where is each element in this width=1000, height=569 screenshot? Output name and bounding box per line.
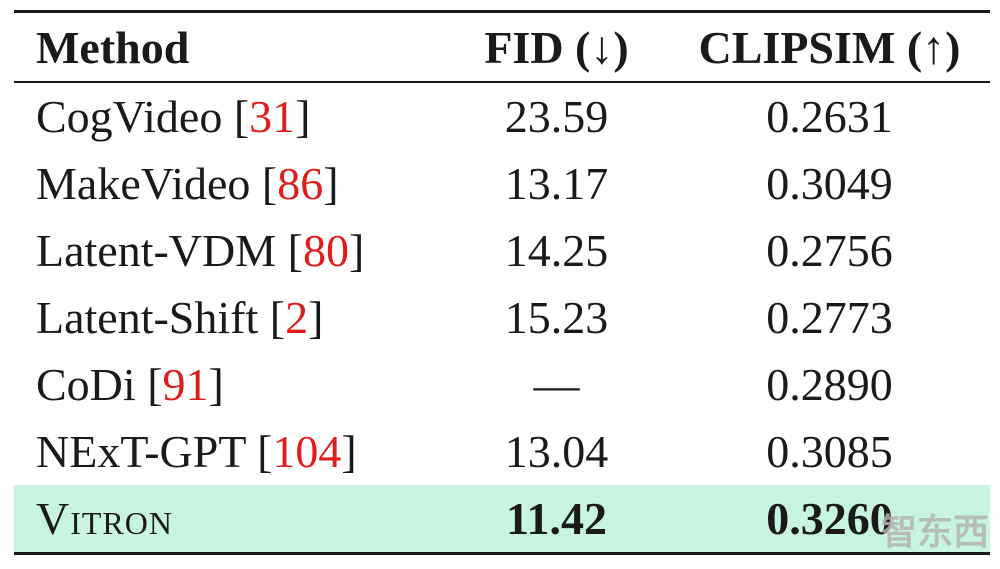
clipsim-value: 0.3049	[766, 158, 893, 209]
method-name: NExT-GPT	[36, 426, 246, 477]
method-cell: Vitron	[14, 485, 444, 554]
header-fid: FID (↓)	[484, 21, 629, 73]
fid-value: 14.25	[504, 225, 609, 276]
clipsim-value: 0.2890	[766, 359, 893, 410]
citation-link[interactable]: 31	[249, 91, 296, 142]
table-row: Latent-Shift [2] 15.23 0.2773	[14, 284, 990, 351]
method-name: Latent-Shift	[36, 292, 259, 343]
header-clipsim: CLIPSIM (↑)	[698, 21, 961, 73]
header-method: Method	[36, 21, 190, 73]
method-cell: CoDi [91]	[36, 359, 224, 410]
fid-value: 15.23	[504, 292, 609, 343]
citation-link[interactable]: 86	[277, 158, 324, 209]
clipsim-value: 0.3260	[669, 485, 990, 554]
method-name: Vitron	[36, 493, 173, 544]
method-cell: Latent-Shift [2]	[36, 292, 324, 343]
table-row: NExT-GPT [104] 13.04 0.3085	[14, 418, 990, 485]
method-name: Latent-VDM	[36, 225, 277, 276]
fid-value: 13.17	[504, 158, 609, 209]
method-cell: MakeVideo [86]	[36, 158, 339, 209]
results-table-container: Method FID (↓) CLIPSIM (↑) CogVideo [31]…	[14, 10, 990, 555]
table-row: CoDi [91] — 0.2890	[14, 351, 990, 418]
fid-value: —	[533, 359, 580, 410]
highlight-row: Vitron 11.42 0.3260	[14, 485, 990, 554]
table-row: MakeVideo [86] 13.17 0.3049	[14, 150, 990, 217]
clipsim-value: 0.2631	[766, 91, 893, 142]
citation-link[interactable]: 104	[272, 426, 342, 477]
fid-value: 13.04	[504, 426, 609, 477]
clipsim-value: 0.2756	[766, 225, 893, 276]
clipsim-value: 0.3085	[766, 426, 893, 477]
clipsim-value: 0.2773	[766, 292, 893, 343]
method-name: CogVideo	[36, 91, 223, 142]
fid-value: 23.59	[504, 91, 609, 142]
watermark-logo: 智东西	[880, 512, 989, 553]
method-cell: Latent-VDM [80]	[36, 225, 365, 276]
citation-link[interactable]: 2	[285, 292, 309, 343]
method-name: MakeVideo	[36, 158, 251, 209]
citation-link[interactable]: 80	[302, 225, 349, 276]
method-cell: NExT-GPT [104]	[36, 426, 357, 477]
fid-value: 11.42	[444, 485, 669, 554]
method-name: CoDi	[36, 359, 136, 410]
method-cell: CogVideo [31]	[36, 91, 311, 142]
results-table: Method FID (↓) CLIPSIM (↑) CogVideo [31]…	[14, 10, 990, 555]
table-row: CogVideo [31] 23.59 0.2631	[14, 82, 990, 150]
table-header-row: Method FID (↓) CLIPSIM (↑)	[14, 11, 990, 82]
citation-link[interactable]: 91	[162, 359, 209, 410]
table-row: Latent-VDM [80] 14.25 0.2756	[14, 217, 990, 284]
